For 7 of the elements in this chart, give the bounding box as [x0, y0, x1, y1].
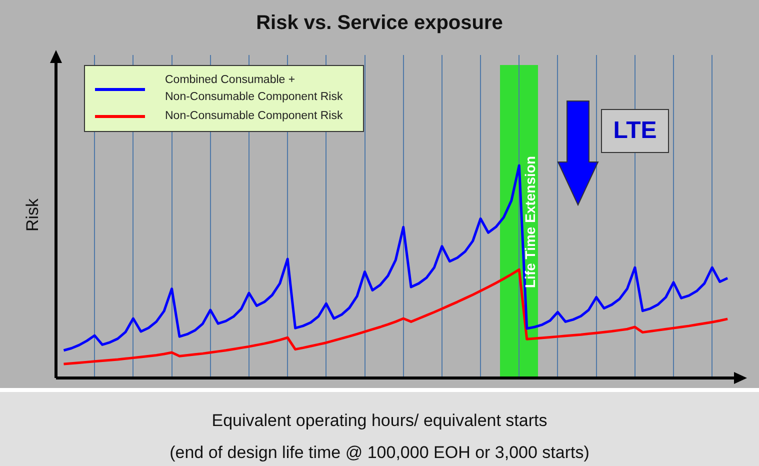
x-axis-title: Equivalent operating hours/ equivalent starts (end of design life time @ 100,000 EOH or 3,000 starts) [168, 410, 590, 464]
chart-title: Risk vs. Service exposure [255, 12, 504, 35]
annotation: Life Time Extension [520, 155, 539, 290]
legend-label: Combined Consumable + Non-Consumable Component Risk [165, 73, 343, 105]
text: LTE [601, 109, 669, 153]
legend-label: Non-Consumable Component Risk [165, 109, 343, 124]
y-axis-title: Risk [23, 197, 43, 234]
